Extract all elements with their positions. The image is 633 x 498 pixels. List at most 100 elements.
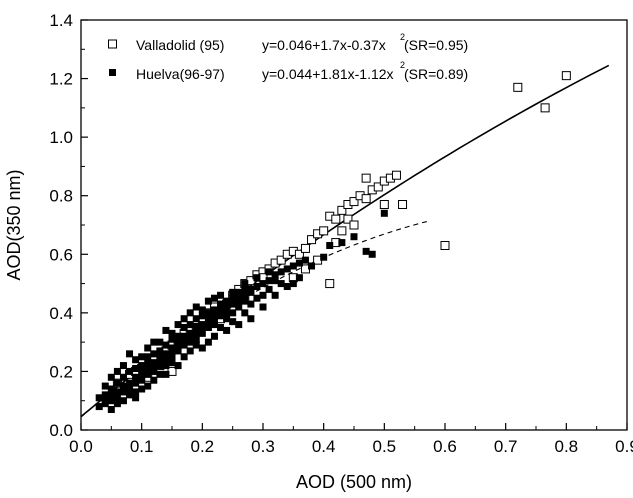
y-tick-label: 0.6 [49,245,73,264]
data-point-huelva [138,367,146,375]
legend: Valladolid (95) y=0.046+1.7x-0.37x 2 (SR… [108,32,468,82]
data-point-valladolid [319,226,329,236]
data-point-valladolid [307,235,317,245]
legend-sr-huelva: (SR=0.89) [404,66,468,82]
data-point-huelva [144,370,152,378]
x-tick-label: 0.6 [433,437,457,456]
data-point-huelva [229,309,237,317]
data-point-huelva [119,388,127,396]
data-point-huelva [223,315,231,323]
data-point-valladolid [398,200,408,209]
data-point-valladolid [373,182,383,192]
y-axis-label: AOD(350 nm) [4,169,24,280]
data-point-huelva [138,385,146,393]
data-point-huelva [362,247,370,255]
legend-label-huelva: Huelva(96-97) [136,66,225,82]
data-point-huelva [162,356,170,364]
data-point-huelva [186,347,194,355]
data-point-huelva [301,256,309,264]
data-point-huelva [162,341,170,349]
data-point-huelva [192,315,200,323]
data-point-huelva [259,280,267,288]
data-point-valladolid [349,220,359,230]
data-point-huelva [204,297,212,305]
y-tick-label: 0.8 [49,187,73,206]
data-point-huelva [132,373,140,381]
data-point-huelva [150,338,158,346]
x-tick-label: 0.5 [373,437,397,456]
legend-sr-valladolid: (SR=0.95) [404,37,468,53]
data-point-huelva [192,329,200,337]
data-point-huelva [156,370,164,378]
data-point-huelva [235,321,243,329]
data-point-huelva [265,277,273,285]
data-point-huelva [95,394,103,402]
x-tick-labels: 0.0 0.1 0.2 0.3 0.4 0.5 0.6 0.7 0.8 0.9 [69,437,633,456]
data-point-huelva [223,309,231,317]
data-point-huelva [174,344,182,352]
data-point-huelva [198,329,206,337]
data-point-huelva [198,324,206,331]
data-point-huelva [289,262,297,270]
axis-ticks [80,19,628,431]
data-point-huelva [223,303,231,311]
data-point-huelva [174,362,182,370]
data-point-huelva [210,315,218,323]
data-point-huelva [380,209,388,217]
data-point-huelva [113,367,121,375]
data-point-huelva [210,294,218,302]
data-point-huelva [217,312,225,320]
data-point-huelva [180,338,188,346]
y-tick-labels: 0.0 0.2 0.4 0.6 0.8 1.0 1.2 1.4 [49,11,73,440]
data-point-huelva [229,300,237,308]
y-tick-label: 1.0 [49,128,73,147]
data-point-huelva [204,315,212,323]
x-tick-label: 0.3 [251,437,275,456]
data-point-huelva [295,259,303,267]
y-tick-label: 0.4 [49,304,73,323]
data-point-huelva [162,350,170,358]
data-point-huelva [113,394,121,402]
y-tick-label: 1.2 [49,70,73,89]
data-point-huelva [119,397,127,405]
data-point-huelva [107,391,115,399]
data-point-huelva [253,274,261,282]
data-point-huelva [113,388,121,396]
data-point-huelva [168,335,176,343]
data-point-huelva [132,356,140,364]
data-point-valladolid [294,249,304,259]
data-point-huelva [283,265,291,273]
x-tick-label: 0.9 [615,437,633,456]
data-point-huelva [198,306,206,314]
data-point-huelva [132,394,140,402]
data-point-huelva [326,242,334,249]
data-point-huelva [265,285,273,293]
data-point-huelva [156,338,164,346]
data-point-huelva [156,353,164,361]
data-point-huelva [168,359,176,367]
data-point-huelva [180,315,188,323]
legend-fit-exponent-huelva: 2 [400,60,405,70]
x-tick-label: 0.2 [191,437,215,456]
data-point-huelva [186,309,194,317]
x-axis-label: AOD (500 nm) [296,472,412,492]
data-point-huelva [113,400,121,408]
x-tick-label: 0.0 [69,437,93,456]
data-point-huelva [241,280,249,288]
data-point-huelva [198,312,206,320]
legend-marker-valladolid [108,39,117,49]
x-tick-label: 0.8 [555,437,579,456]
data-point-huelva [144,382,152,390]
data-point-huelva [289,280,297,288]
data-point-huelva [107,385,115,393]
data-point-huelva [217,324,225,331]
data-point-huelva [186,335,194,343]
data-point-huelva [119,382,127,390]
data-point-huelva [162,362,170,370]
data-point-huelva [95,403,103,411]
data-point-huelva [259,303,267,311]
data-point-huelva [204,338,212,346]
data-point-huelva [180,324,188,331]
data-point-valladolid [331,214,341,224]
data-point-huelva [253,283,261,290]
